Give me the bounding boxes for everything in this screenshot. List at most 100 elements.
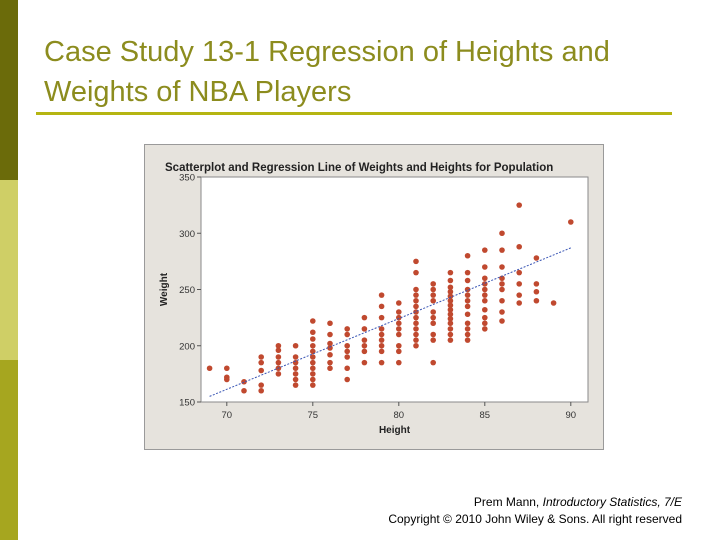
data-point: [447, 284, 454, 291]
data-point: [292, 382, 299, 388]
data-point: [464, 311, 471, 318]
data-point: [482, 320, 488, 327]
data-point: [464, 292, 471, 298]
credit-block: Prem Mann, Introductory Statistics, 7/E …: [262, 494, 682, 528]
data-point: [568, 219, 574, 225]
data-point: [396, 300, 402, 306]
data-point: [516, 300, 522, 306]
data-point: [258, 359, 264, 366]
data-point: [413, 337, 419, 343]
data-point: [327, 331, 333, 338]
y-tick-label: 300: [179, 229, 195, 240]
data-point: [413, 314, 419, 321]
data-point: [361, 359, 368, 366]
data-point: [292, 342, 299, 349]
data-point: [413, 258, 419, 265]
data-point: [499, 286, 505, 293]
x-axis-label: Height: [379, 425, 411, 436]
data-point: [327, 351, 333, 358]
credit-author: Prem Mann,: [473, 495, 543, 509]
data-point: [447, 297, 454, 304]
data-point: [361, 337, 368, 343]
data-point: [275, 354, 282, 360]
title-divider: [36, 112, 672, 115]
data-point: [361, 348, 368, 355]
data-point: [430, 359, 437, 366]
y-tick-label: 200: [179, 341, 195, 352]
data-point: [413, 286, 419, 293]
data-point: [292, 365, 299, 372]
data-point: [310, 342, 316, 349]
data-point: [499, 297, 505, 304]
data-point: [344, 376, 350, 383]
data-point: [533, 281, 540, 287]
data-point: [482, 306, 488, 313]
data-point: [224, 365, 230, 372]
scatter-chart: Scatterplot and Regression Line of Weigh…: [144, 144, 604, 450]
chart-svg: Scatterplot and Regression Line of Weigh…: [159, 162, 589, 436]
data-point: [258, 367, 264, 374]
y-tick-label: 250: [179, 285, 195, 296]
data-point: [327, 340, 333, 347]
y-tick-label: 350: [179, 173, 195, 184]
data-point: [344, 354, 350, 360]
data-point: [292, 371, 299, 377]
data-point: [378, 303, 385, 310]
data-point: [258, 382, 264, 388]
data-point: [464, 331, 471, 338]
data-point: [327, 365, 333, 372]
data-point: [275, 342, 282, 349]
data-point: [310, 382, 316, 388]
data-point: [464, 326, 471, 332]
data-point: [464, 252, 471, 259]
data-point: [464, 320, 471, 327]
accent-bar-bottom: [0, 360, 18, 540]
data-point: [447, 293, 454, 300]
data-point: [499, 230, 505, 237]
data-point: [396, 342, 402, 349]
data-point: [499, 318, 505, 324]
data-point: [447, 320, 454, 327]
data-point: [430, 309, 437, 315]
data-point: [344, 365, 350, 372]
data-point: [413, 303, 419, 310]
data-point: [327, 345, 333, 351]
data-point: [378, 331, 385, 338]
data-point: [550, 300, 557, 306]
data-point: [447, 277, 454, 284]
data-point: [464, 269, 471, 276]
x-tick-label: 85: [480, 410, 491, 421]
data-point: [516, 202, 522, 208]
data-point: [516, 281, 522, 287]
data-point: [396, 331, 402, 338]
x-tick-label: 80: [394, 410, 405, 421]
accent-bar-top: [0, 0, 18, 180]
credit-copyright: Copyright © 2010 John Wiley & Sons. All …: [388, 512, 682, 526]
data-point: [361, 342, 368, 349]
data-point: [499, 275, 505, 282]
data-point: [413, 342, 419, 349]
data-point: [224, 376, 230, 383]
data-point: [413, 326, 419, 332]
data-point: [344, 326, 350, 332]
data-point: [430, 314, 437, 321]
data-point: [430, 297, 437, 304]
data-point: [430, 320, 437, 327]
data-point: [482, 264, 488, 270]
data-point: [482, 314, 488, 321]
data-point: [430, 281, 437, 287]
data-point: [378, 292, 385, 298]
data-point: [378, 337, 385, 343]
data-point: [327, 320, 333, 327]
data-point: [378, 359, 385, 366]
x-tick-label: 70: [222, 410, 233, 421]
data-point: [533, 255, 540, 261]
data-point: [482, 326, 488, 332]
data-point: [258, 354, 264, 360]
data-point: [413, 297, 419, 304]
data-point: [396, 348, 402, 355]
data-point: [344, 331, 350, 338]
data-point: [482, 247, 488, 253]
data-point: [361, 326, 368, 332]
data-point: [482, 292, 488, 298]
